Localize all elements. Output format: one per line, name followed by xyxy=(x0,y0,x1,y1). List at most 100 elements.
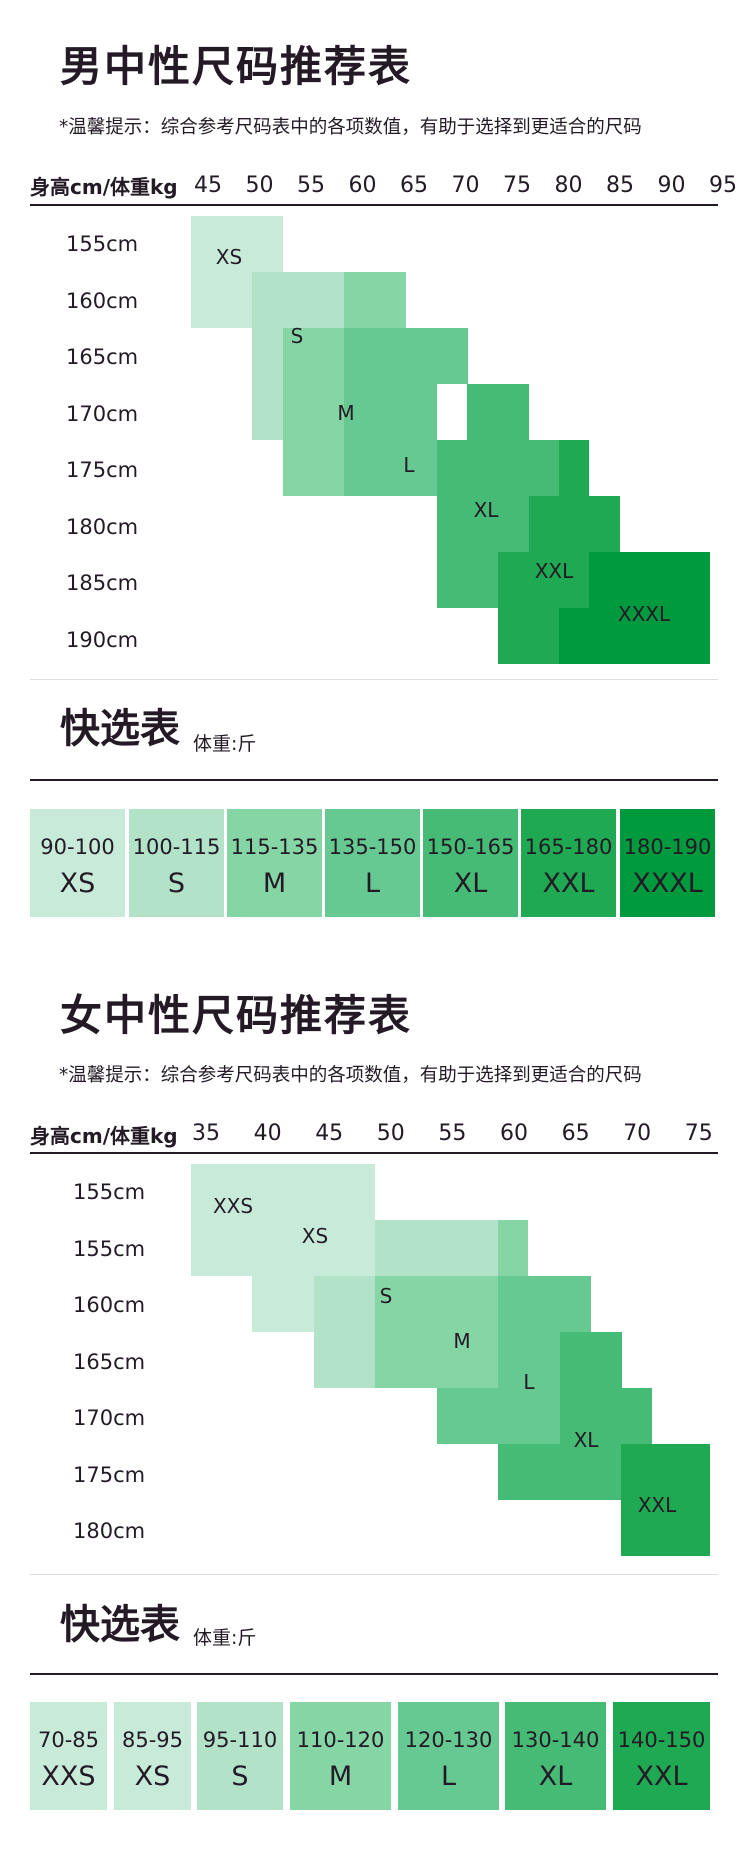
women-title: 女中性尺码推荐表 xyxy=(60,991,413,1040)
size-label: XS xyxy=(215,245,243,269)
size-label: XL xyxy=(573,1428,599,1452)
size-block-xl xyxy=(498,1444,621,1500)
weight-tick: 90 xyxy=(657,173,686,198)
quick-card-range: 135-150 xyxy=(328,835,417,859)
quick-card-size: XL xyxy=(538,1761,573,1792)
size-label: S xyxy=(290,324,304,348)
quick-card-range: 100-115 xyxy=(132,835,221,859)
size-label: S xyxy=(379,1284,393,1308)
size-label: M xyxy=(337,401,355,425)
size-label: L xyxy=(523,1370,535,1394)
quick-card-range: 120-130 xyxy=(404,1728,493,1752)
size-label: XXS xyxy=(212,1194,254,1218)
women-divider xyxy=(30,1574,718,1575)
quick-card-range: 130-140 xyxy=(511,1728,600,1752)
size-block-m xyxy=(498,1220,528,1276)
weight-tick: 70 xyxy=(623,1121,652,1146)
height-tick: 155cm xyxy=(66,232,139,256)
size-block-xxl xyxy=(621,1444,710,1556)
quick-card: 150-165 XL xyxy=(423,809,518,917)
size-block-xs xyxy=(283,1164,375,1276)
quick-card-range: 70-85 xyxy=(37,1728,100,1752)
quick-card-range: 110-120 xyxy=(296,1728,385,1752)
quick-card: 110-120 M xyxy=(290,1702,391,1810)
size-block-xxxl xyxy=(559,608,710,664)
height-tick: 160cm xyxy=(73,1293,146,1317)
height-tick: 180cm xyxy=(73,1519,146,1543)
men-header-label: 身高cm/体重kg xyxy=(30,175,178,199)
quick-card: 140-150 XXL xyxy=(613,1702,710,1810)
height-tick: 165cm xyxy=(73,1349,146,1374)
men-quick-rule xyxy=(30,779,718,781)
men-quick-title: 快选表 xyxy=(60,706,180,752)
height-tick: 185cm xyxy=(66,571,139,595)
quick-card-size: L xyxy=(440,1761,457,1792)
quick-card-range: 165-180 xyxy=(524,835,613,859)
weight-tick: 50 xyxy=(376,1121,405,1146)
women-quick-title: 快选表 xyxy=(60,1602,180,1648)
weight-tick: 65 xyxy=(400,173,428,198)
quick-card-range: 85-95 xyxy=(121,1728,184,1752)
quick-card-size: M xyxy=(328,1761,353,1792)
weight-tick: 95 xyxy=(709,173,737,198)
weight-tick: 65 xyxy=(561,1121,590,1146)
size-block-l xyxy=(437,1388,560,1444)
men-tip: *温馨提示：综合参考尺码表中的各项数值，有助于选择到更适合的尺码 xyxy=(59,117,642,138)
quick-card: 180-190 XXXL xyxy=(620,809,715,917)
quick-card-range: 90-100 xyxy=(40,835,115,859)
height-tick: 180cm xyxy=(66,514,139,539)
weight-tick: 40 xyxy=(253,1121,282,1146)
quick-card-range: 150-165 xyxy=(426,835,515,859)
size-label: L xyxy=(403,453,415,477)
weight-tick: 70 xyxy=(451,173,480,198)
quick-card: 130-140 XL xyxy=(505,1702,606,1810)
quick-card: 100-115 S xyxy=(129,809,224,917)
men-title: 男中性尺码推荐表 xyxy=(60,42,413,91)
size-block-s xyxy=(314,1276,376,1388)
women-header-rule xyxy=(30,1152,718,1154)
height-tick: 170cm xyxy=(73,1406,146,1430)
size-label: XXL xyxy=(637,1493,677,1517)
height-tick: 160cm xyxy=(66,288,139,313)
size-block-xl xyxy=(467,384,529,440)
quick-card: 165-180 XXL xyxy=(521,809,616,917)
quick-card-size: M xyxy=(262,868,287,899)
quick-card-range: 95-110 xyxy=(202,1728,278,1752)
quick-card: 85-95 XS xyxy=(114,1702,191,1810)
men-header-rule xyxy=(30,204,718,206)
height-tick: 175cm xyxy=(73,1462,146,1487)
quick-card: 120-130 L xyxy=(398,1702,499,1810)
size-label: M xyxy=(453,1329,471,1353)
women-quick-rule xyxy=(30,1673,718,1675)
height-tick: 190cm xyxy=(66,627,139,652)
men-divider xyxy=(30,679,718,680)
size-block-xxl xyxy=(529,496,620,552)
size-block-xl xyxy=(560,1388,652,1444)
quick-card-size: XXL xyxy=(635,1761,688,1792)
quick-card-size: XXXL xyxy=(632,868,703,899)
quick-card-size: S xyxy=(167,868,186,899)
size-label: XS xyxy=(301,1224,329,1248)
quick-card-size: XXS xyxy=(41,1761,96,1792)
height-tick: 155cm xyxy=(73,1180,146,1204)
quick-card: 70-85 XXS xyxy=(30,1702,107,1810)
size-block-s xyxy=(437,1220,499,1276)
weight-tick: 60 xyxy=(348,173,377,198)
size-label: XXL xyxy=(534,559,574,583)
weight-tick: 45 xyxy=(315,1121,344,1146)
weight-tick: 60 xyxy=(500,1121,528,1146)
weight-tick: 80 xyxy=(554,173,583,198)
weight-tick: 85 xyxy=(606,173,634,198)
quick-card-range: 115-135 xyxy=(230,835,319,859)
size-label: XL xyxy=(473,498,499,522)
quick-card-size: XS xyxy=(134,1761,171,1792)
weight-tick: 35 xyxy=(192,1121,220,1146)
quick-card-size: L xyxy=(364,868,381,899)
size-block-m xyxy=(344,272,406,328)
height-tick: 175cm xyxy=(66,458,139,482)
quick-card-range: 140-150 xyxy=(617,1728,706,1752)
height-tick: 155cm xyxy=(73,1236,146,1261)
size-block-l xyxy=(344,384,437,496)
quick-card: 90-100 XS xyxy=(30,809,125,917)
